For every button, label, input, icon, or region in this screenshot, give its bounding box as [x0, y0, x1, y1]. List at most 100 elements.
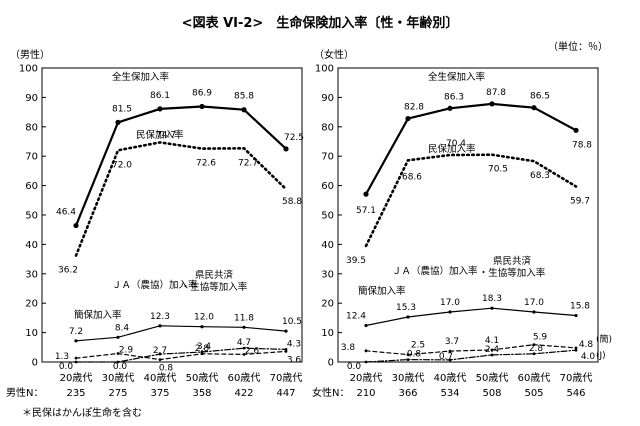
data-point — [284, 347, 288, 351]
data-label: 3.4 — [197, 342, 212, 352]
y-tick-label: 80 — [25, 122, 38, 133]
data-label: 86.1 — [150, 91, 170, 101]
y-tick-label: 10 — [25, 328, 38, 339]
y-tick-label: 70 — [25, 152, 38, 163]
series-name-label: ＪＡ（農協）加入率 — [392, 265, 478, 277]
data-point — [532, 310, 536, 314]
data-point — [199, 103, 205, 110]
series-line — [365, 349, 577, 363]
data-label: 15.3 — [396, 303, 416, 313]
x-tick-label: 20歳代 — [60, 372, 93, 384]
data-label: 39.5 — [346, 256, 366, 266]
data-label: 46.4 — [56, 208, 76, 218]
series-end-tag: (J) — [596, 351, 606, 361]
data-point — [573, 127, 579, 133]
data-label: 58.8 — [282, 197, 302, 207]
data-point — [490, 353, 494, 357]
x-tick-label: 40歳代 — [434, 372, 467, 384]
data-label: 17.0 — [440, 298, 460, 308]
data-label: 4.1 — [485, 336, 499, 346]
data-label: 3.8 — [341, 343, 356, 353]
data-point — [74, 360, 78, 364]
x-tick-label: 70歳代 — [560, 372, 593, 384]
data-label: 15.8 — [570, 302, 590, 312]
data-point — [448, 358, 452, 362]
data-point — [489, 101, 495, 107]
n-value: 366 — [398, 388, 417, 399]
data-label: 74.7 — [156, 130, 176, 140]
series-name-label: 簡保加入率 — [74, 309, 122, 321]
data-point — [448, 349, 452, 353]
n-value: 534 — [440, 388, 459, 399]
data-point — [574, 346, 578, 350]
n-value: 210 — [356, 388, 375, 399]
y-tick-label: 50 — [25, 211, 38, 222]
data-label: 11.8 — [234, 313, 254, 323]
data-label: 12.0 — [194, 313, 214, 323]
data-point — [74, 339, 78, 343]
y-tick-label: 30 — [25, 269, 38, 280]
x-tick-label: 50歳代 — [186, 372, 219, 384]
data-point — [364, 323, 368, 328]
x-tick-label: 30歳代 — [102, 372, 135, 384]
data-label: 87.8 — [486, 88, 506, 98]
data-point — [284, 350, 288, 353]
data-label: 0.8 — [407, 350, 422, 360]
unit-label: （単位：％） — [548, 42, 608, 53]
y-tick-label: 90 — [321, 93, 334, 104]
data-point — [242, 325, 246, 329]
data-point — [448, 310, 452, 314]
data-point — [490, 348, 494, 352]
n-label: 女性N： — [312, 386, 349, 399]
y-tick-label: 80 — [321, 122, 334, 133]
series-name-label: 県民共済 — [195, 269, 234, 281]
n-value: 508 — [482, 388, 501, 399]
data-point — [405, 115, 411, 122]
data-point — [158, 324, 162, 328]
y-tick-label: 40 — [25, 240, 38, 251]
data-label: 81.5 — [112, 104, 132, 114]
data-label: 0.8 — [159, 364, 174, 374]
data-point — [406, 315, 410, 319]
data-label: 72.0 — [112, 160, 132, 170]
data-point — [574, 348, 578, 352]
n-label: 男性N： — [6, 386, 43, 399]
data-label: 3.7 — [445, 337, 459, 347]
series-line — [74, 105, 288, 227]
data-point — [283, 146, 289, 152]
data-label: 86.3 — [444, 92, 464, 102]
y-tick-label: 10 — [321, 328, 334, 339]
x-tick-label: 60歳代 — [228, 372, 261, 384]
y-tick-label: 30 — [321, 269, 334, 280]
x-tick-label: 70歳代 — [270, 372, 303, 384]
data-point — [115, 119, 121, 125]
plot-frame — [337, 67, 599, 363]
y-tick-label: 60 — [321, 181, 334, 192]
n-value: 275 — [108, 388, 127, 399]
data-label: 4.8 — [579, 340, 594, 350]
data-point — [116, 335, 120, 339]
data-point — [532, 352, 536, 356]
n-value: 546 — [566, 388, 585, 399]
series-line — [75, 347, 287, 363]
y-tick-label: 0 — [328, 358, 334, 369]
data-label: 86.9 — [192, 89, 212, 99]
data-point — [242, 352, 246, 356]
data-point — [490, 306, 494, 310]
data-point — [284, 329, 288, 333]
n-value: 375 — [150, 388, 169, 399]
data-label: 1.3 — [55, 352, 69, 362]
data-label: 5.9 — [533, 333, 548, 343]
data-point — [242, 346, 246, 350]
data-label: 3.6 — [287, 355, 302, 365]
data-label: 78.8 — [572, 140, 592, 150]
panel-label: （女性） — [314, 48, 354, 61]
data-label: 70.5 — [488, 165, 508, 175]
data-label: 86.5 — [530, 92, 550, 102]
series-name-label: ・生協等加入率 — [479, 267, 546, 279]
y-tick-label: 70 — [321, 152, 334, 163]
data-point — [116, 352, 120, 355]
data-point — [364, 360, 368, 364]
